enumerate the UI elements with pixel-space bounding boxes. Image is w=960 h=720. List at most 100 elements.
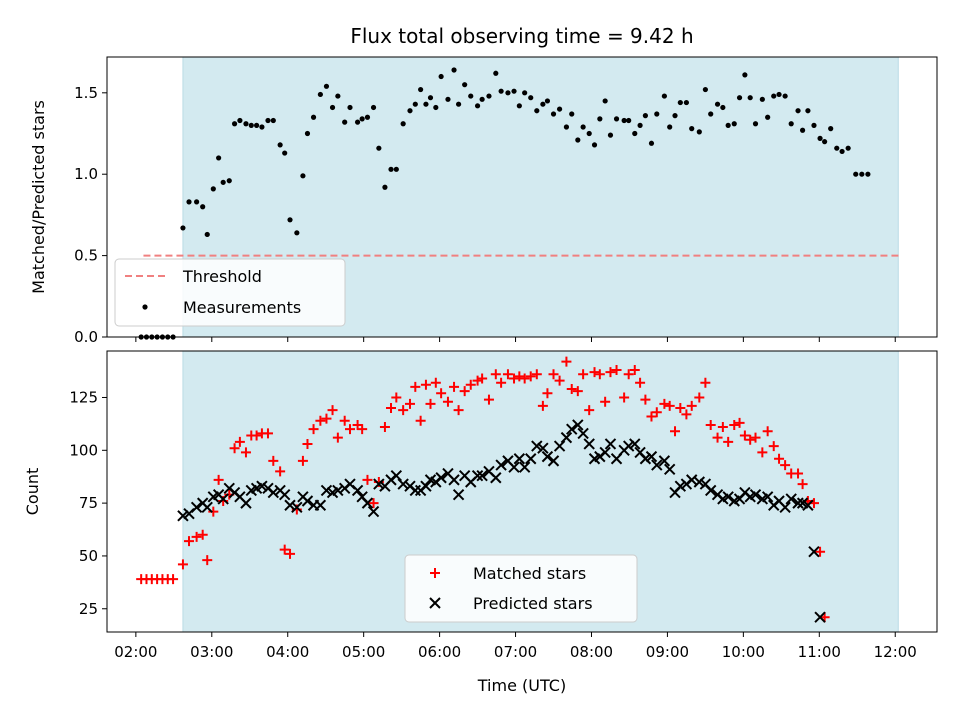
data-point: [629, 365, 640, 376]
data-point: [534, 108, 540, 114]
data-point: [739, 430, 750, 441]
data-point: [509, 373, 520, 384]
data-point: [486, 93, 492, 99]
data-point: [268, 455, 279, 466]
x-tick-label: 12:00: [874, 643, 917, 661]
data-point: [560, 431, 573, 444]
data-point: [398, 405, 409, 416]
data-point: [308, 424, 319, 435]
data-point: [364, 114, 371, 120]
data-point: [362, 474, 373, 485]
data-point: [599, 446, 611, 459]
data-point: [589, 367, 600, 378]
data-point: [479, 96, 485, 102]
data-point: [605, 367, 616, 378]
axes-frame: [106, 350, 938, 633]
data-point: [332, 432, 343, 443]
data-point: [683, 99, 690, 106]
data-point: [776, 91, 782, 98]
data-point: [522, 90, 528, 96]
data-point: [373, 478, 385, 490]
data-point: [327, 405, 338, 416]
data-point: [541, 450, 554, 463]
data-point: [757, 447, 768, 458]
data-point: [622, 440, 635, 452]
data-point: [525, 371, 536, 382]
x-tick-label: 04:00: [266, 643, 309, 661]
data-point: [734, 417, 745, 428]
data-point: [370, 104, 377, 111]
data-point: [251, 430, 262, 441]
data-point: [483, 394, 494, 405]
data-point: [654, 111, 660, 117]
data-point: [700, 377, 711, 388]
x-tick-label: 03:00: [190, 643, 233, 661]
x-tick-label: 06:00: [418, 643, 461, 661]
data-point: [677, 99, 683, 106]
data-point: [335, 93, 341, 99]
data-point: [693, 476, 706, 488]
data-point: [213, 474, 224, 485]
data-point: [323, 83, 330, 89]
data-point: [702, 86, 708, 93]
data-point: [339, 415, 350, 426]
data-point: [548, 369, 559, 380]
data-point: [315, 415, 326, 426]
data-point: [725, 122, 731, 128]
legend-box: [114, 258, 346, 327]
data-point: [404, 398, 415, 409]
data-point: [583, 438, 595, 450]
data-point: [550, 111, 557, 117]
data-point: [607, 132, 614, 138]
data-point: [471, 469, 484, 482]
data-point: [277, 142, 283, 148]
data-point: [191, 531, 202, 542]
legend-measurements-swatch: [142, 304, 148, 310]
data-point: [613, 116, 620, 122]
data-point: [208, 506, 219, 517]
data-point: [645, 450, 658, 463]
x-tick-label: 08:00: [570, 643, 613, 661]
data-point: [600, 396, 611, 407]
data-point: [572, 419, 584, 431]
data-point: [792, 497, 804, 509]
data-point: [190, 501, 203, 514]
data-point: [302, 438, 313, 449]
data-point: [674, 480, 687, 492]
data-point: [591, 142, 598, 148]
data-point: [839, 148, 845, 155]
data-point: [805, 108, 811, 114]
data-point: [368, 498, 379, 509]
data-point: [859, 171, 865, 177]
data-point: [275, 466, 286, 477]
data-point: [808, 546, 820, 558]
data-point: [347, 104, 353, 111]
data-point: [505, 90, 511, 96]
legend-label: Predicted stars: [473, 594, 593, 613]
data-point: [415, 415, 426, 426]
data-point: [745, 434, 756, 445]
data-point: [621, 117, 627, 124]
data-point: [210, 186, 216, 192]
data-point: [216, 155, 222, 161]
legend: Threshold Measurements: [114, 258, 346, 327]
data-point: [253, 122, 260, 128]
data-point: [436, 388, 447, 399]
data-point: [670, 426, 681, 437]
data-point: [597, 116, 603, 122]
data-point: [314, 499, 327, 511]
data-point: [354, 119, 361, 125]
data-point: [762, 426, 773, 437]
data-point: [712, 432, 723, 443]
data-point: [802, 499, 814, 511]
data-point: [329, 104, 336, 111]
data-point: [390, 469, 403, 482]
data-point: [300, 173, 306, 179]
data-point: [537, 442, 549, 454]
data-point: [433, 104, 439, 111]
data-point: [420, 379, 431, 390]
data-point: [361, 497, 374, 509]
data-point: [342, 119, 348, 125]
data-point: [795, 108, 801, 114]
data-point: [661, 93, 667, 99]
